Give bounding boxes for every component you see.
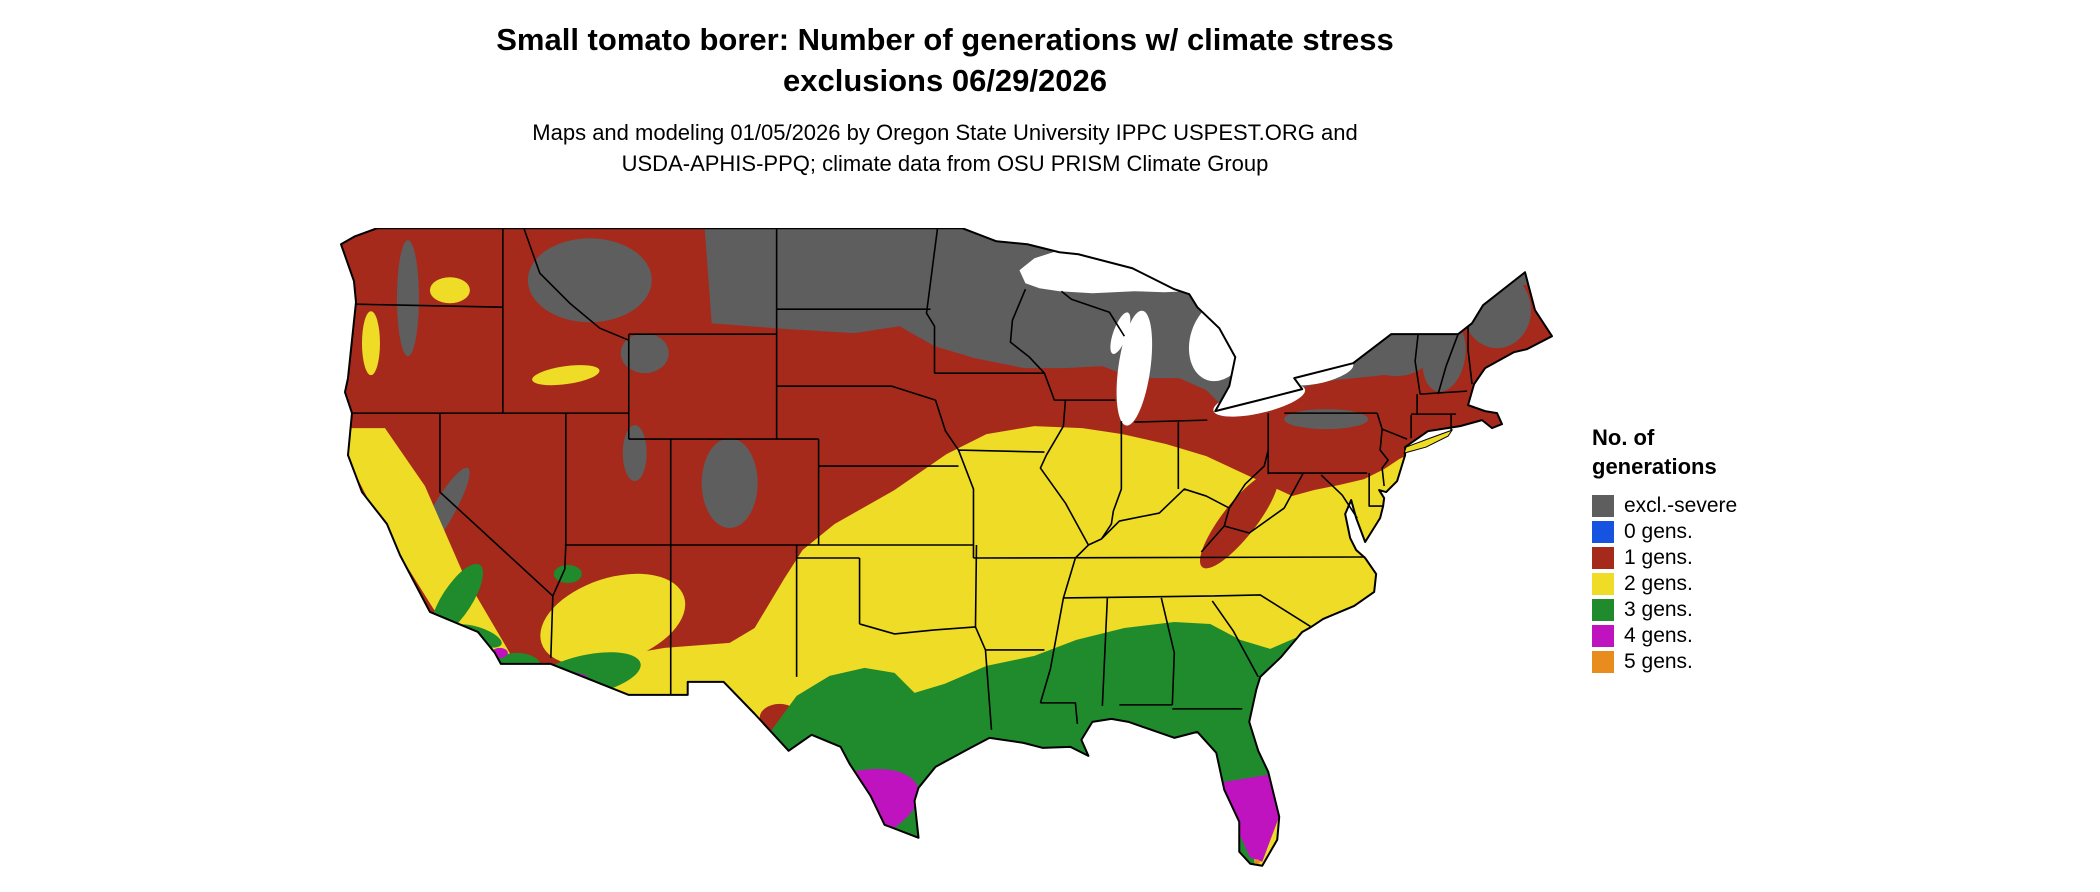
page-title: Small tomato borer: Number of generation… [0, 20, 1890, 102]
lake-superior [1019, 250, 1187, 294]
legend-color-swatch [1592, 599, 1614, 622]
legend-color-swatch [1592, 573, 1614, 596]
legend-item-label: 1 gens. [1624, 546, 1693, 570]
legend-item-label: 4 gens. [1624, 624, 1693, 648]
legend-color-swatch [1592, 521, 1614, 544]
title-line-1: Small tomato borer: Number of generation… [496, 22, 1394, 57]
legend-item-label: excl.-severe [1624, 494, 1738, 518]
title-block: Small tomato borer: Number of generation… [0, 20, 1890, 179]
legend-item-label: 0 gens. [1624, 520, 1693, 544]
legend-item-label: 5 gens. [1624, 650, 1693, 674]
us-generations-map [339, 227, 1554, 867]
legend-item: 5 gens. [1592, 649, 1852, 675]
legend-item: excl.-severe [1592, 493, 1852, 519]
legend-title: No. of generations [1592, 424, 1852, 481]
legend-item: 4 gens. [1592, 623, 1852, 649]
legend-item: 3 gens. [1592, 597, 1852, 623]
title-line-2: exclusions 06/29/2026 [782, 62, 1107, 98]
legend-color-swatch [1592, 495, 1614, 518]
legend-title-line-1: No. of [1592, 425, 1655, 450]
lake-michigan [1116, 310, 1153, 426]
legend-color-swatch [1592, 625, 1614, 648]
us-outline [339, 227, 1554, 867]
legend-item-label: 2 gens. [1624, 572, 1693, 596]
subtitle-line-2: USDA-APHIS-PPQ; climate data from OSU PR… [621, 150, 1269, 176]
region-5-gens [1254, 859, 1260, 865]
legend-title-line-2: generations [1592, 453, 1717, 479]
legend-color-swatch [1592, 651, 1614, 674]
map-area [335, 227, 1554, 888]
legend-item-label: 3 gens. [1624, 598, 1693, 622]
legend-color-swatch [1592, 547, 1614, 570]
legend: No. of generations excl.-severe 0 gens. … [1592, 424, 1852, 675]
green-bay [1110, 312, 1131, 354]
state-borders [351, 228, 1473, 730]
page-subtitle: Maps and modeling 01/05/2026 by Oregon S… [0, 118, 1890, 180]
legend-items: excl.-severe 0 gens. 1 gens. 2 gens. 3 g… [1592, 493, 1852, 675]
legend-item: 1 gens. [1592, 545, 1852, 571]
legend-item: 2 gens. [1592, 571, 1852, 597]
long-island [1403, 429, 1454, 454]
subtitle-line-1: Maps and modeling 01/05/2026 by Oregon S… [532, 119, 1358, 145]
legend-item: 0 gens. [1592, 519, 1852, 545]
